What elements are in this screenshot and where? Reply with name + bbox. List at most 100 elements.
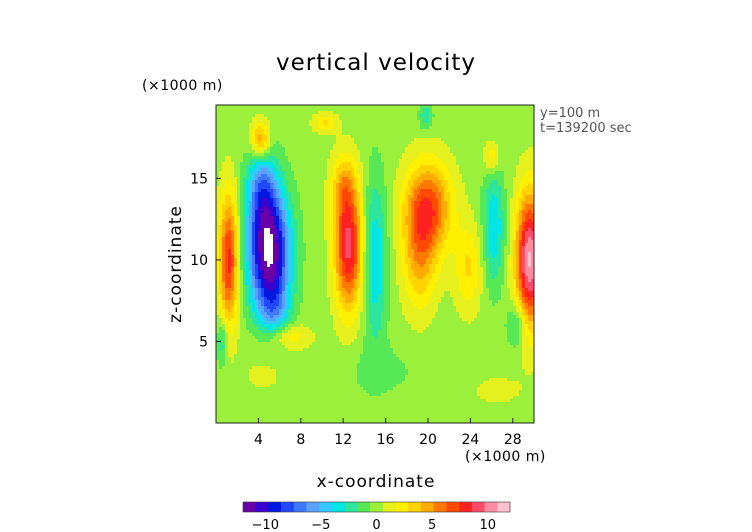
heatmap-cell [273,108,277,112]
heatmap-cell [348,207,352,211]
heatmap-cell [219,207,223,211]
heatmap-cell [465,222,469,226]
heatmap-cell [267,159,271,163]
heatmap-cell [507,234,511,238]
heatmap-cell [462,189,466,193]
heatmap-cell [489,156,493,160]
heatmap-cell [279,192,283,196]
heatmap-cell [234,132,238,136]
heatmap-cell [366,177,370,181]
heatmap-cell [408,159,412,163]
heatmap-cell [417,105,421,109]
heatmap-cell [258,189,262,193]
heatmap-cell [402,243,406,247]
heatmap-cell [219,126,223,130]
heatmap-cell [510,156,514,160]
heatmap-cell [495,135,499,139]
heatmap-cell [315,222,319,226]
heatmap-cell [243,231,247,235]
heatmap-cell [219,120,223,124]
heatmap-cell [528,105,532,109]
heatmap-cell [216,171,220,175]
heatmap-cell [372,126,376,130]
heatmap-cell [429,120,433,124]
heatmap-cell [288,180,292,184]
heatmap-cell [291,147,295,151]
heatmap-cell [369,147,373,151]
heatmap-cell [468,237,472,241]
heatmap-cell [267,147,271,151]
heatmap-cell [507,183,511,187]
heatmap-cell [384,240,388,244]
heatmap-cell [219,204,223,208]
heatmap-cell [261,156,265,160]
heatmap-cell [228,123,232,127]
heatmap-cell [435,231,439,235]
heatmap-cell [441,159,445,163]
heatmap-cell [405,147,409,151]
heatmap-cell [354,195,358,199]
heatmap-cell [438,237,442,241]
heatmap-cell [300,201,304,205]
heatmap-cell [351,216,355,220]
heatmap-cell [285,162,289,166]
heatmap-cell [519,117,523,121]
heatmap-cell [348,171,352,175]
heatmap-cell [507,219,511,223]
heatmap-cell [399,222,403,226]
heatmap-cell [252,117,256,121]
heatmap-cell [420,210,424,214]
heatmap-cell [435,111,439,115]
heatmap-cell [264,174,268,178]
heatmap-cell [531,144,535,148]
heatmap-cell [456,213,460,217]
heatmap-cell [264,150,268,154]
heatmap-cell [450,171,454,175]
heatmap-cell [453,234,457,238]
heatmap-cell [405,216,409,220]
heatmap-cell [225,231,229,235]
heatmap-cell [249,189,253,193]
heatmap-cell [291,162,295,166]
heatmap-cell [357,132,361,136]
heatmap-cell [501,222,505,226]
heatmap-cell [288,237,292,241]
heatmap-cell [336,138,340,142]
heatmap-cell [321,201,325,205]
heatmap-cell [453,201,457,205]
heatmap-cell [492,144,496,148]
heatmap-cell [363,240,367,244]
heatmap-cell [312,183,316,187]
heatmap-cell [291,228,295,232]
heatmap-cell [234,129,238,133]
heatmap-cell [522,114,526,118]
heatmap-cell [477,111,481,115]
heatmap-cell [267,171,271,175]
heatmap-cell [468,225,472,229]
heatmap-cell [369,180,373,184]
heatmap-cell [513,129,517,133]
heatmap-cell [246,231,250,235]
heatmap-cell [441,141,445,145]
heatmap-cell [402,168,406,172]
heatmap-cell [525,219,529,223]
heatmap-cell [279,120,283,124]
heatmap-cell [504,237,508,241]
heatmap-cell [450,207,454,211]
heatmap-cell [477,231,481,235]
heatmap-cell [453,216,457,220]
heatmap-cell [531,162,535,166]
heatmap-cell [216,231,220,235]
heatmap-cell [381,132,385,136]
heatmap-cell [231,123,235,127]
heatmap-cell [345,159,349,163]
heatmap-cell [357,108,361,112]
heatmap-cell [498,108,502,112]
heatmap-cell [318,210,322,214]
heatmap-cell [279,228,283,232]
heatmap-cell [360,216,364,220]
heatmap-cell [294,147,298,151]
heatmap-cell [438,177,442,181]
heatmap-cell [459,132,463,136]
heatmap-cell [399,180,403,184]
